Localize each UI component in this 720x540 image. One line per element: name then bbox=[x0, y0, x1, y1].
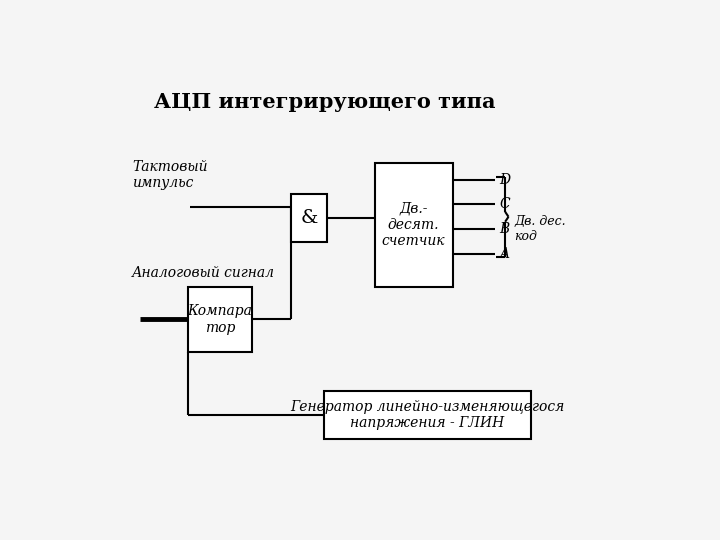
Text: Тактовый
импульс: Тактовый импульс bbox=[132, 160, 207, 190]
Text: B: B bbox=[499, 221, 509, 235]
Text: D: D bbox=[499, 173, 510, 187]
FancyBboxPatch shape bbox=[374, 163, 453, 287]
Text: Аналоговый сигнал: Аналоговый сигнал bbox=[132, 266, 275, 280]
FancyBboxPatch shape bbox=[188, 287, 252, 352]
Text: АЦП интегрирующего типа: АЦП интегрирующего типа bbox=[153, 92, 495, 112]
FancyBboxPatch shape bbox=[291, 194, 327, 241]
FancyBboxPatch shape bbox=[324, 391, 531, 439]
Text: &: & bbox=[300, 208, 318, 227]
Text: Генератор линейно-изменяющегося
напряжения - ГЛИН: Генератор линейно-изменяющегося напряжен… bbox=[290, 400, 564, 430]
Text: C: C bbox=[499, 197, 510, 211]
Text: Дв. дес.
код: Дв. дес. код bbox=[514, 215, 566, 243]
Text: Дв.-
десят.
счетчик: Дв.- десят. счетчик bbox=[382, 201, 446, 248]
Text: Компара
тор: Компара тор bbox=[187, 305, 252, 335]
Text: A: A bbox=[499, 247, 509, 261]
